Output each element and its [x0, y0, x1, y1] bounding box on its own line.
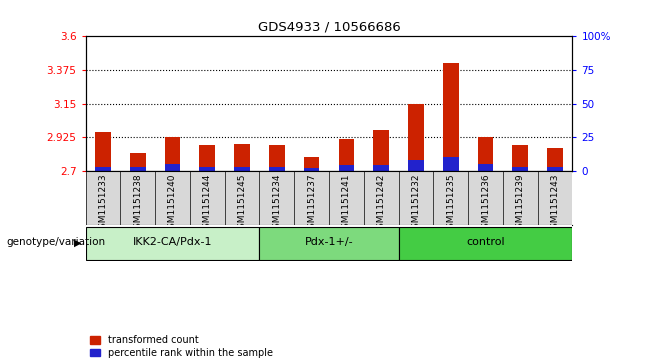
Bar	[513, 167, 528, 171]
Bar	[339, 166, 354, 171]
Text: GSM1151233: GSM1151233	[99, 174, 107, 234]
Bar	[408, 160, 424, 171]
Bar	[234, 167, 250, 171]
Bar	[269, 167, 285, 171]
Text: GSM1151232: GSM1151232	[411, 174, 420, 234]
FancyBboxPatch shape	[86, 227, 259, 260]
Bar	[443, 158, 459, 171]
Bar	[547, 167, 563, 171]
Text: GSM1151234: GSM1151234	[272, 174, 282, 234]
Bar	[478, 164, 494, 171]
Bar	[547, 148, 563, 171]
Bar	[199, 145, 215, 171]
FancyBboxPatch shape	[259, 227, 399, 260]
Bar	[513, 146, 528, 171]
Bar	[478, 137, 494, 171]
Bar	[408, 103, 424, 171]
Text: IKK2-CA/Pdx-1: IKK2-CA/Pdx-1	[133, 237, 213, 247]
Text: GSM1151245: GSM1151245	[238, 174, 247, 234]
Text: GSM1151240: GSM1151240	[168, 174, 177, 234]
Bar	[373, 130, 389, 171]
FancyBboxPatch shape	[399, 227, 572, 260]
Text: GSM1151242: GSM1151242	[376, 174, 386, 234]
Bar	[199, 167, 215, 171]
Bar	[130, 167, 145, 171]
Text: GSM1151235: GSM1151235	[446, 174, 455, 234]
Text: genotype/variation: genotype/variation	[7, 237, 106, 247]
Title: GDS4933 / 10566686: GDS4933 / 10566686	[258, 21, 400, 34]
Text: GSM1151237: GSM1151237	[307, 174, 316, 234]
Bar	[339, 139, 354, 171]
Bar	[130, 153, 145, 171]
Bar	[164, 164, 180, 171]
Text: GSM1151241: GSM1151241	[342, 174, 351, 234]
Bar	[443, 63, 459, 171]
Text: control: control	[467, 237, 505, 247]
Text: GSM1151238: GSM1151238	[133, 174, 142, 234]
Bar	[373, 166, 389, 171]
Bar	[95, 132, 111, 171]
Bar	[95, 167, 111, 171]
Bar	[269, 145, 285, 171]
Bar	[304, 158, 319, 171]
Text: GSM1151243: GSM1151243	[551, 174, 559, 234]
Bar	[164, 137, 180, 171]
Legend: transformed count, percentile rank within the sample: transformed count, percentile rank withi…	[90, 335, 273, 358]
Text: GSM1151244: GSM1151244	[203, 174, 212, 234]
Text: GSM1151236: GSM1151236	[481, 174, 490, 234]
Bar	[234, 144, 250, 171]
Bar	[304, 168, 319, 171]
Text: GSM1151239: GSM1151239	[516, 174, 525, 234]
Text: Pdx-1+/-: Pdx-1+/-	[305, 237, 353, 247]
Text: ▶: ▶	[74, 237, 81, 247]
